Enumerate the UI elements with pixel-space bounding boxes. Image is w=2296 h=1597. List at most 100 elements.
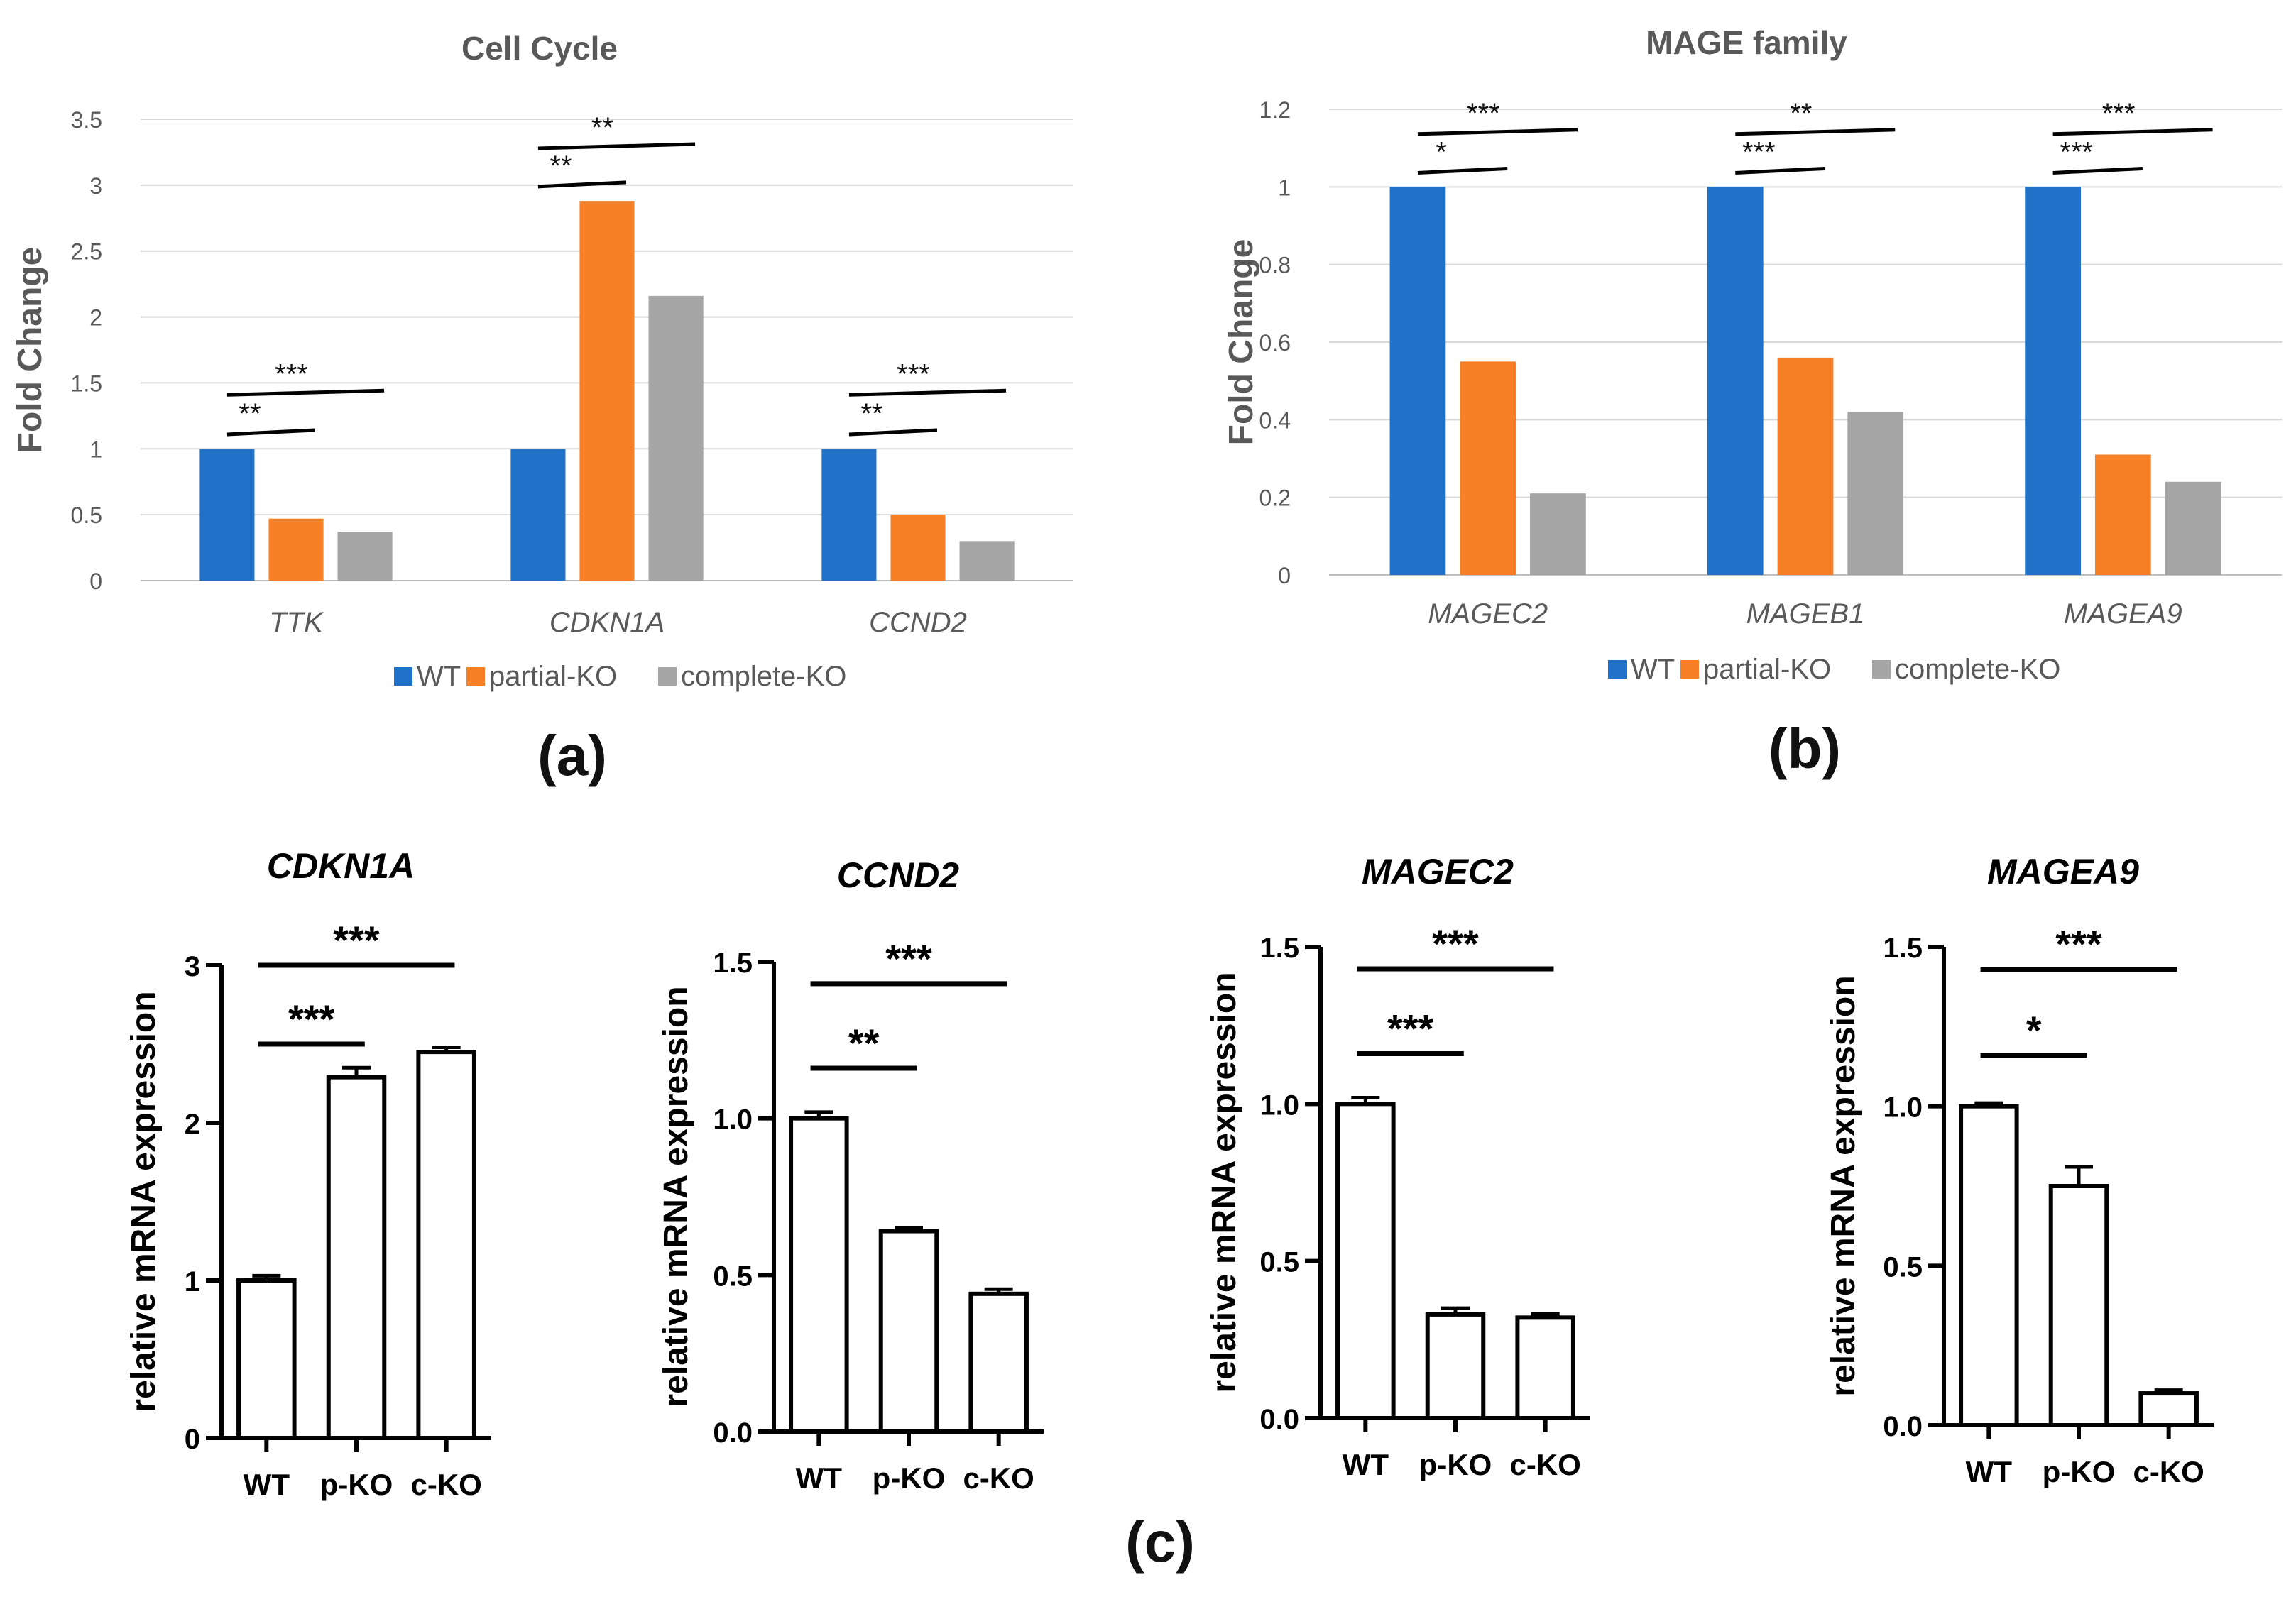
- significance-label: **: [550, 150, 572, 182]
- legend-label: WT: [1631, 654, 1675, 685]
- y-tick-label: 1.0: [1259, 1090, 1299, 1121]
- bar-wt: [510, 449, 566, 581]
- y-tick-label: 0.8: [1259, 253, 1291, 278]
- bar-complete-ko: [337, 532, 393, 581]
- significance-bar: [537, 180, 627, 189]
- ccnd2-qpcr-plot: CCND2 0.0 0.5 1.0 1.5 relative mRNA expressio…: [657, 855, 1044, 1495]
- significance-label: ***: [897, 358, 930, 390]
- y-tick-label: 0.4: [1259, 407, 1291, 433]
- legend-label: partial-KO: [1703, 654, 1831, 685]
- significance-bar: [537, 142, 696, 150]
- bar: [1425, 1312, 1486, 1421]
- y-axis-title: relative mRNA expression: [1825, 975, 1862, 1396]
- y-axis-title: relative mRNA expression: [125, 991, 163, 1412]
- significance-label: *: [2026, 1008, 2042, 1053]
- y-tick-label: 1.5: [71, 371, 102, 396]
- y-tick-label: 0: [185, 1424, 200, 1455]
- y-tick-label: 1.5: [1883, 933, 1923, 964]
- legend-label: complete-KO: [1895, 654, 2060, 685]
- bar: [1959, 1104, 2019, 1427]
- significance-label: ***: [288, 997, 335, 1041]
- bar-wt: [821, 449, 877, 581]
- legend-label: partial-KO: [489, 661, 617, 692]
- bar: [878, 1229, 939, 1434]
- y-axis-title: Fold Change: [11, 247, 49, 454]
- legend-label: WT: [417, 661, 461, 692]
- y-tick-label: 1.5: [1259, 933, 1299, 964]
- chart-title: Cell Cycle: [461, 30, 618, 67]
- significance-label: ***: [2055, 921, 2102, 966]
- y-tick-label: 2.5: [71, 239, 102, 265]
- x-tick-label: c-KO: [1509, 1448, 1580, 1481]
- bar: [1335, 1102, 1396, 1421]
- mage-family-plot: 0 0.2 0.4 0.6 0.8 1 1.2 Fold Change MAGEC2 MAGEB1…: [1223, 97, 2282, 685]
- significance-bar: [226, 428, 316, 437]
- y-tick-label: 0.5: [1883, 1251, 1923, 1283]
- bar-partial-ko: [2094, 454, 2151, 575]
- bar: [2138, 1391, 2199, 1427]
- x-tick-label: CCND2: [869, 607, 967, 638]
- bar-partial-ko: [1777, 357, 1834, 575]
- chart-title: CDKN1A: [267, 846, 415, 886]
- cdkn1a-qpcr-plot: CDKN1A 0 1 2 3 relative mRNA expression WT p-KO…: [125, 846, 491, 1501]
- x-tick-label: p-KO: [320, 1468, 393, 1501]
- bar-wt: [1389, 187, 1446, 575]
- x-tick-label: p-KO: [2043, 1455, 2116, 1488]
- significance-bar: [848, 428, 938, 437]
- y-tick-label: 0.5: [1259, 1247, 1299, 1278]
- significance-label: *: [1436, 136, 1447, 168]
- x-tick-label: WT: [1343, 1448, 1389, 1481]
- significance-bar: [848, 388, 1007, 397]
- significance-bar: [226, 388, 385, 397]
- panel-c: CDKN1A 0 1 2 3 relative mRNA expression WT p-KO…: [125, 846, 2214, 1574]
- x-tick-label: MAGEA9: [2064, 598, 2182, 630]
- bar-complete-ko: [648, 295, 704, 581]
- y-axis-title: Fold Change: [1223, 239, 1260, 446]
- x-tick-label: WT: [796, 1461, 843, 1495]
- y-tick-label: 3.5: [71, 107, 102, 133]
- panel-label-b: (b): [1769, 717, 1841, 780]
- bar-complete-ko: [1847, 412, 1904, 575]
- significance-bar: [1735, 166, 1825, 175]
- significance-label: ***: [1432, 921, 1479, 966]
- y-tick-label: 0.2: [1259, 485, 1291, 511]
- magec2-qpcr-plot: MAGEC2 0.0 0.5 1.0 1.5 relative mRNA expressi…: [1206, 852, 1590, 1481]
- bar-wt: [199, 449, 255, 581]
- x-tick-label: c-KO: [410, 1468, 481, 1501]
- bar-partial-ko: [268, 518, 324, 581]
- significance-label: ***: [1387, 1006, 1434, 1051]
- y-tick-label: 0: [1278, 563, 1291, 588]
- bar: [789, 1116, 849, 1434]
- bar-partial-ko: [890, 515, 946, 581]
- panel-a: Cell Cycle 0 0.5 1 1.5 2 2.5 3 3.5 Fold Change TT…: [11, 30, 1073, 787]
- panel-label-a: (a): [537, 724, 607, 787]
- y-tick-label: 0.5: [71, 503, 102, 528]
- chart-title: MAGEA9: [1987, 852, 2139, 891]
- bar-wt: [2025, 187, 2081, 575]
- bar-complete-ko: [959, 541, 1015, 581]
- significance-bar: [1735, 128, 1896, 136]
- significance-label: ***: [333, 918, 380, 962]
- y-axis-title: relative mRNA expression: [1206, 972, 1243, 1393]
- bar: [326, 1075, 387, 1440]
- bar-complete-ko: [1530, 493, 1586, 575]
- y-tick-label: 1.5: [713, 948, 753, 979]
- magea9-qpcr-plot: MAGEA9 0.0 0.5 1.0 1.5 relative mRNA expressi…: [1825, 852, 2214, 1488]
- x-tick-label: c-KO: [2133, 1455, 2204, 1488]
- cell-cycle-plot: 0 0.5 1 1.5 2 2.5 3 3.5 Fold Change TTK CDKN1A CCND…: [11, 107, 1073, 692]
- y-tick-label: 1: [185, 1266, 200, 1297]
- legend-swatch: [1608, 660, 1627, 679]
- x-tick-label: WT: [244, 1468, 290, 1501]
- y-tick-label: 1: [1278, 175, 1291, 200]
- bar-complete-ko: [2165, 481, 2221, 575]
- legend-swatch: [466, 667, 485, 686]
- y-tick-label: 3: [185, 951, 200, 982]
- y-tick-label: 0.5: [713, 1261, 753, 1292]
- x-tick-label: CDKN1A: [550, 607, 665, 638]
- legend-swatch: [1872, 660, 1891, 679]
- bar-wt: [1707, 187, 1764, 575]
- x-tick-label: p-KO: [1419, 1448, 1492, 1481]
- significance-label: **: [1790, 98, 1812, 129]
- panel-label-c: (c): [1125, 1510, 1195, 1574]
- significance-label: **: [848, 1021, 880, 1065]
